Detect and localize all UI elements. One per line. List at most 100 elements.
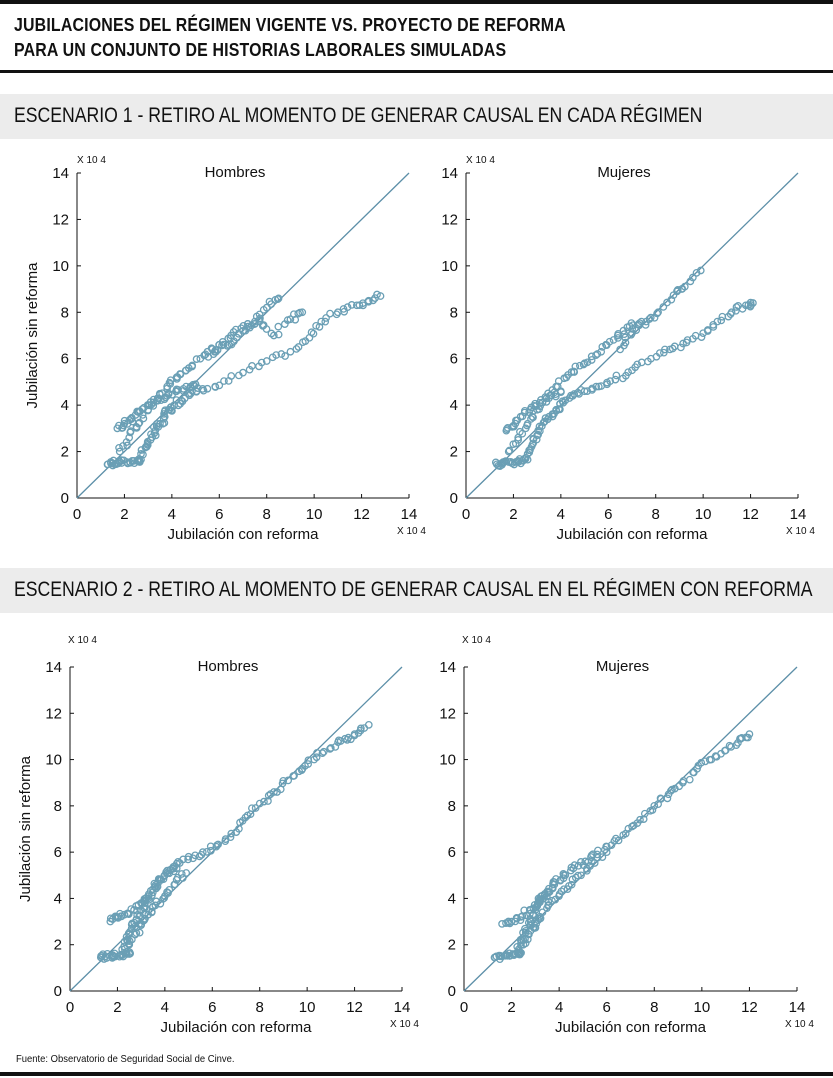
x-tick-label: 6 (603, 999, 611, 1016)
scatter-point (322, 314, 330, 322)
scatter-point (606, 377, 615, 385)
scatter-point (174, 386, 182, 394)
scatter-point (561, 871, 570, 879)
scatter-point (531, 399, 539, 408)
scatter-point (163, 888, 171, 896)
scatter-point (248, 804, 256, 813)
y-tick-label: 0 (450, 490, 458, 507)
title-rule (0, 70, 833, 73)
x-scale-label: X 10 4 (786, 526, 815, 537)
scatter-point (747, 301, 755, 309)
figure-title: JUBILACIONES DEL RÉGIMEN VIGENTE VS. PRO… (14, 12, 566, 62)
scatter-point (218, 338, 227, 346)
scatter-point (577, 871, 585, 880)
y-tick-label: 4 (54, 890, 62, 907)
scatter-point (231, 325, 240, 334)
scatter-point (347, 301, 356, 309)
scatter-point (203, 384, 212, 393)
scatter-point (661, 345, 669, 354)
scatter-point (274, 330, 283, 339)
scatter-point (703, 326, 712, 334)
reference-line (76, 172, 410, 499)
y-tick-label: 8 (54, 798, 62, 815)
scatter-point (532, 903, 541, 911)
y-tick-label: 6 (448, 844, 456, 861)
y-scale-label: X 10 4 (462, 635, 491, 646)
y-tick-label: 0 (54, 983, 62, 1000)
scatter-point (376, 292, 385, 300)
y-scale-label: X 10 4 (68, 635, 97, 646)
scatter-point (156, 419, 164, 428)
scatter-point (597, 347, 606, 356)
scatter-point (173, 873, 182, 882)
scatter-point (279, 776, 288, 785)
scatter-point (264, 791, 273, 800)
scatter-point (312, 753, 321, 762)
scatter-point (532, 435, 541, 444)
markers (96, 721, 373, 963)
scatter-point (239, 321, 248, 330)
scatter-point (177, 870, 186, 878)
y-tick-label: 2 (61, 444, 69, 461)
scatter-point (199, 386, 208, 395)
scatter-point (255, 799, 264, 808)
y-tick-label: 12 (441, 211, 458, 228)
x-tick-label: 6 (208, 999, 216, 1016)
chart-panel-2: 0 2 4 6 8 10 12 14 0 2 4 6 8 10 12 14 X 10 4 X 10 4 Mujere… (441, 155, 815, 543)
scatter-point (587, 356, 596, 364)
scatter-point (541, 414, 550, 422)
scatter-point (624, 368, 632, 377)
scatter-point (294, 343, 303, 351)
panel-title: Mujeres (597, 164, 650, 181)
scatter-point (614, 334, 622, 342)
scatter-point (645, 315, 654, 323)
source-note: Fuente: Observatorio de Seguridad Social… (16, 1053, 235, 1065)
x-scale-label: X 10 4 (390, 1019, 419, 1030)
scatter-point (660, 348, 668, 357)
scatter-point (178, 874, 187, 882)
x-tick-label: 14 (401, 506, 418, 523)
y-tick-label: 8 (448, 798, 456, 815)
scatter-point (689, 273, 697, 282)
scatter-point (207, 846, 215, 855)
y-tick-label: 4 (448, 890, 456, 907)
scatter-point (148, 907, 156, 916)
scatter-point (520, 406, 529, 415)
scatter-point (514, 436, 523, 444)
scatter-point (697, 333, 706, 341)
scatter-point (555, 405, 563, 413)
x-tick-label: 8 (650, 999, 658, 1016)
scatter-point (633, 360, 642, 369)
scatter-point (612, 371, 621, 380)
reference-line (465, 172, 799, 499)
scatter-point (713, 317, 722, 326)
scenario-1-label: ESCENARIO 1 - RETIRO AL MOMENTO DE GENER… (14, 104, 703, 127)
scatter-point (260, 797, 268, 806)
scatter-point (667, 786, 675, 795)
scatter-point (131, 930, 139, 939)
scatter-point (221, 835, 230, 843)
scatter-point (523, 450, 532, 458)
scatter-point (636, 815, 644, 824)
scatter-point (140, 895, 149, 903)
x-tick-label: 12 (742, 506, 759, 523)
x-tick-label: 4 (168, 506, 176, 523)
scatter-point (123, 441, 132, 450)
scatter-point (176, 370, 184, 378)
scatter-point (273, 295, 282, 304)
scatter-point (526, 909, 534, 918)
scatter-point (122, 458, 131, 466)
scatter-point (227, 372, 236, 380)
scatter-point (498, 952, 506, 961)
x-tick-label: 8 (256, 999, 264, 1016)
x-tick-label: 12 (741, 999, 758, 1016)
scatter-point (602, 848, 611, 856)
scatter-point (696, 266, 705, 275)
scatter-point (570, 861, 579, 869)
scatter-point (153, 882, 162, 891)
markers (490, 730, 754, 964)
scatter-point (721, 746, 730, 755)
y-tick-label: 10 (439, 752, 456, 769)
y-tick-label: 8 (61, 304, 69, 321)
scatter-point (307, 328, 316, 337)
